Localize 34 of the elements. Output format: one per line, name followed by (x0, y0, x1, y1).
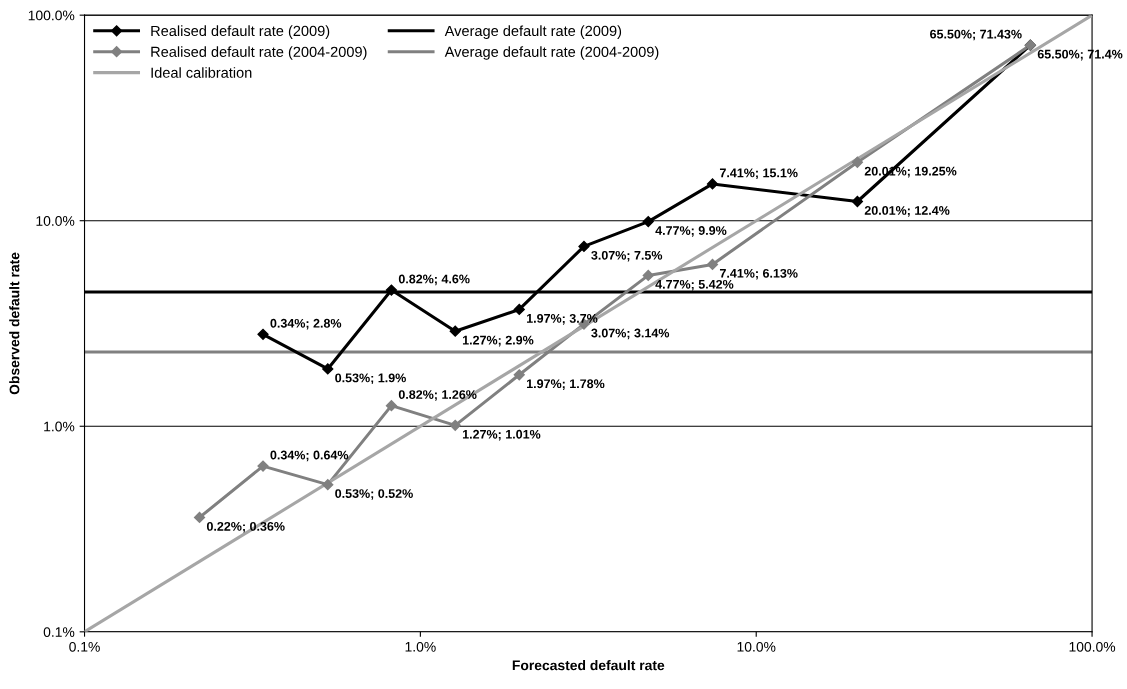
x-tick-label: 0.1% (69, 641, 100, 652)
data-label: 0.22%; 0.36% (206, 521, 285, 533)
data-label: 65.50%; 71.43% (930, 29, 1022, 41)
data-label: 1.97%; 3.7% (527, 313, 598, 325)
y-axis-title: Observed default rate (9, 252, 20, 395)
data-label: 0.53%; 1.9% (335, 373, 406, 385)
legend-label: Realised default rate (2004-2009) (151, 46, 367, 60)
data-label: 20.01%; 12.4% (864, 206, 950, 217)
y-tick-label: 10.0% (36, 216, 75, 226)
legend-label: Average default rate (2004-2009) (444, 46, 659, 60)
x-tick-label: 100.0% (1069, 641, 1116, 652)
legend-label: Average default rate (2009) (444, 25, 622, 39)
y-tick-label: 0.1% (43, 627, 75, 637)
legend-label: Ideal calibration (151, 67, 252, 78)
data-label: 0.34%; 0.64% (270, 450, 349, 462)
data-label: 3.07%; 7.5% (591, 250, 663, 262)
y-tick-label: 100.0% (28, 10, 75, 21)
data-label: 1.27%; 1.01% (462, 429, 541, 441)
data-label: 1.97%; 1.78% (527, 379, 605, 390)
data-label: 0.53%; 0.52% (335, 489, 413, 500)
data-label: 3.07%; 3.14% (591, 328, 670, 340)
data-label: 0.34%; 2.8% (270, 318, 342, 330)
x-tick-label: 10.0% (737, 641, 776, 652)
data-label: 4.77%; 5.42% (655, 279, 734, 291)
data-label: 4.77%; 9.9% (655, 226, 727, 237)
data-label: 0.82%; 1.26% (398, 390, 477, 401)
x-axis-title: Forecasted default rate (512, 660, 665, 671)
y-tick-label: 1.0% (44, 421, 75, 432)
data-label: 7.41%; 15.1% (719, 168, 798, 180)
x-tick-label: 1.0% (405, 641, 436, 652)
legend-label: Realised default rate (2009) (151, 25, 330, 39)
data-label: 0.82%; 4.6% (398, 274, 470, 286)
data-label: 7.41%; 6.13% (719, 268, 798, 280)
data-label: 1.27%; 2.9% (462, 335, 534, 347)
